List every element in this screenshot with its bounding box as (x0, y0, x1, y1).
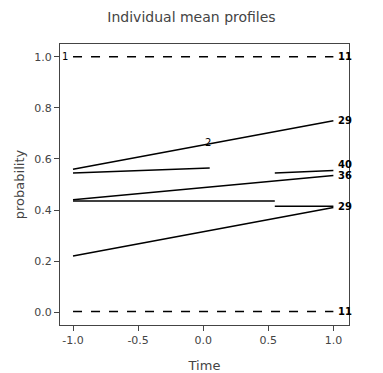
svg-text:11: 11 (338, 306, 352, 317)
svg-text:probability: probability (12, 150, 27, 220)
svg-text:0.2: 0.2 (34, 255, 52, 268)
svg-text:Time: Time (188, 358, 221, 373)
svg-text:40: 40 (338, 159, 352, 170)
svg-text:29: 29 (338, 201, 352, 212)
svg-text:Individual mean profiles: Individual mean profiles (107, 9, 275, 25)
svg-text:0.5: 0.5 (260, 334, 278, 347)
svg-text:-0.5: -0.5 (127, 334, 148, 347)
svg-text:1: 1 (62, 51, 68, 62)
svg-text:11: 11 (338, 51, 352, 62)
svg-text:0.0: 0.0 (194, 334, 212, 347)
svg-text:1.0: 1.0 (34, 51, 52, 64)
svg-text:0.4: 0.4 (34, 204, 52, 217)
svg-text:36: 36 (338, 170, 352, 181)
svg-text:29: 29 (338, 115, 352, 126)
svg-text:1.0: 1.0 (325, 334, 343, 347)
svg-text:0.6: 0.6 (34, 153, 52, 166)
svg-text:-1.0: -1.0 (62, 334, 83, 347)
svg-text:2: 2 (205, 137, 211, 148)
svg-text:0.8: 0.8 (34, 102, 52, 115)
svg-text:0.0: 0.0 (34, 306, 52, 319)
